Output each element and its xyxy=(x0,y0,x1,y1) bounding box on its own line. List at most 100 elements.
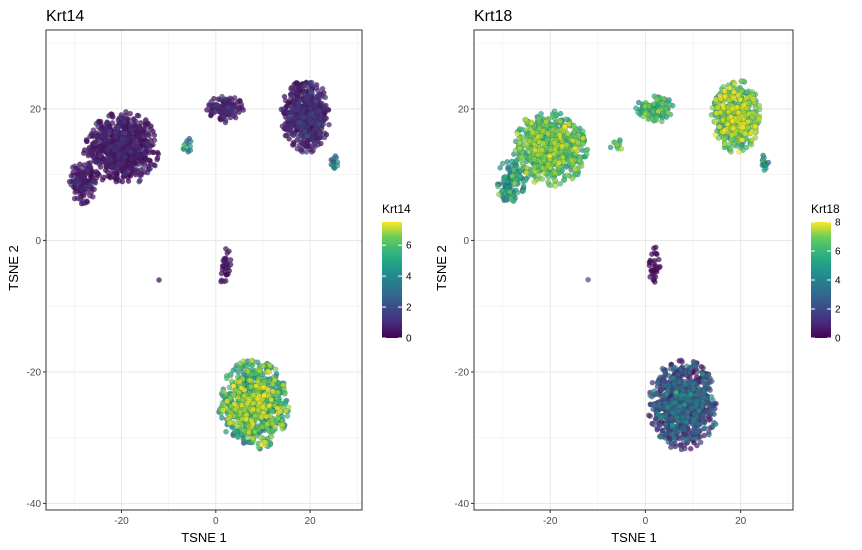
data-point xyxy=(517,126,523,132)
data-point xyxy=(496,191,502,198)
data-point xyxy=(559,142,566,149)
data-point xyxy=(557,131,563,138)
data-point xyxy=(97,160,104,166)
data-point xyxy=(94,170,101,176)
data-point xyxy=(151,161,157,168)
data-point xyxy=(240,358,247,365)
data-point xyxy=(736,148,742,155)
data-point xyxy=(618,145,625,152)
data-point xyxy=(690,386,697,392)
data-point xyxy=(538,110,544,117)
data-point xyxy=(220,114,227,120)
data-point xyxy=(243,411,250,418)
data-point xyxy=(122,170,129,177)
data-point xyxy=(529,129,536,136)
data-point xyxy=(135,113,142,119)
data-point xyxy=(677,366,684,373)
data-point xyxy=(315,108,322,114)
data-point xyxy=(728,113,734,120)
y-tick-label: -20 xyxy=(27,367,42,378)
data-point xyxy=(226,248,232,254)
data-point xyxy=(265,386,272,393)
data-point xyxy=(261,392,267,399)
data-point xyxy=(220,407,227,413)
data-point xyxy=(306,105,313,111)
data-point xyxy=(678,357,685,364)
data-point xyxy=(700,365,706,371)
data-point xyxy=(259,423,266,430)
data-point xyxy=(143,157,150,163)
data-point xyxy=(237,378,243,385)
data-point xyxy=(523,141,530,148)
data-point xyxy=(243,416,249,423)
data-point xyxy=(730,89,737,95)
data-point xyxy=(231,111,238,117)
legend-tick-label: 0 xyxy=(835,334,841,345)
data-point xyxy=(236,389,242,396)
data-point xyxy=(79,164,85,170)
legend-tick-label: 6 xyxy=(406,241,412,252)
data-point xyxy=(697,439,704,446)
data-point xyxy=(659,118,665,125)
data-point xyxy=(250,391,257,398)
data-point xyxy=(650,401,657,408)
data-point xyxy=(236,106,243,112)
data-point xyxy=(92,141,98,147)
data-point xyxy=(731,80,738,87)
data-point xyxy=(239,402,245,409)
data-point xyxy=(254,395,261,402)
data-point xyxy=(684,409,691,416)
data-point xyxy=(241,427,247,434)
data-point xyxy=(288,104,295,111)
data-point xyxy=(655,108,662,115)
data-point xyxy=(546,153,553,159)
data-point xyxy=(109,113,116,120)
data-point xyxy=(712,131,719,138)
data-point xyxy=(135,125,141,131)
data-point xyxy=(688,391,694,398)
legend-tick-label: 4 xyxy=(835,276,841,287)
data-point xyxy=(539,128,546,134)
data-point xyxy=(259,404,266,410)
data-point xyxy=(670,375,677,382)
data-point xyxy=(614,142,620,149)
data-point xyxy=(156,277,162,283)
data-point xyxy=(663,391,670,398)
data-point xyxy=(304,133,311,139)
data-point xyxy=(684,363,690,370)
data-point xyxy=(231,400,238,407)
data-point xyxy=(98,132,105,139)
data-point xyxy=(130,142,136,148)
data-point xyxy=(516,140,523,146)
data-point xyxy=(676,428,683,435)
data-point xyxy=(583,151,590,157)
data-point xyxy=(84,167,91,174)
data-point xyxy=(673,389,679,396)
data-point xyxy=(250,435,256,442)
data-point xyxy=(282,391,288,397)
data-point xyxy=(235,394,241,401)
data-point xyxy=(576,157,583,164)
data-point xyxy=(706,431,712,438)
data-point xyxy=(300,114,307,121)
data-point xyxy=(709,105,716,111)
x-tick-label: 0 xyxy=(643,516,649,527)
legend-colorbar xyxy=(382,222,402,338)
data-point xyxy=(650,109,656,115)
data-point xyxy=(740,124,746,131)
data-point xyxy=(79,198,86,204)
data-point xyxy=(298,132,304,139)
data-point xyxy=(663,430,669,437)
data-point xyxy=(646,412,652,419)
data-point xyxy=(668,415,674,422)
data-point xyxy=(229,97,236,103)
data-point xyxy=(682,445,688,452)
data-point xyxy=(130,135,136,141)
data-point xyxy=(93,120,100,127)
data-point xyxy=(541,157,547,163)
data-point xyxy=(118,114,124,121)
data-point xyxy=(700,377,706,384)
data-point xyxy=(535,134,541,140)
y-tick-label: -20 xyxy=(455,367,470,378)
